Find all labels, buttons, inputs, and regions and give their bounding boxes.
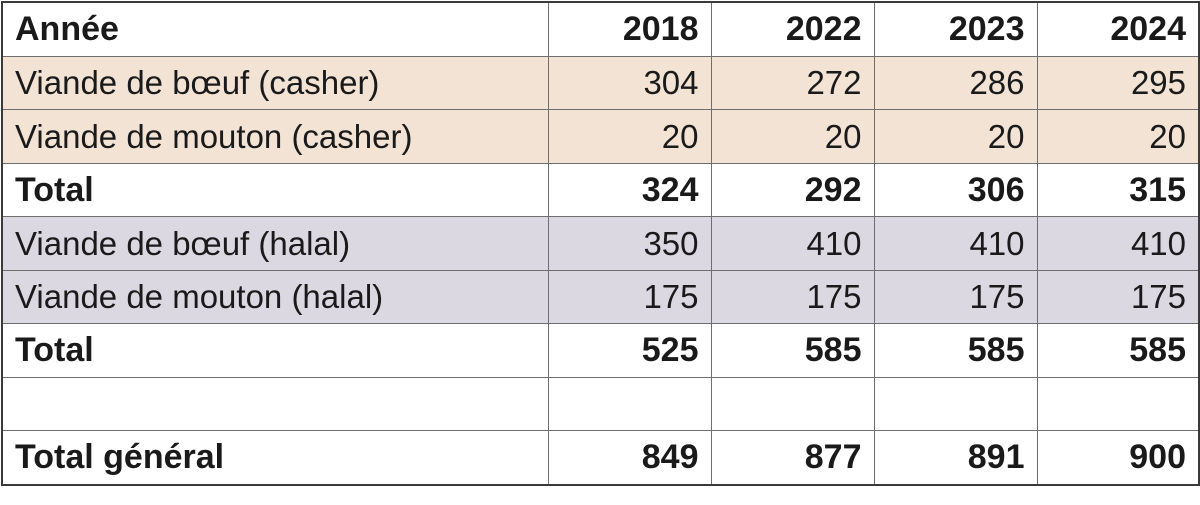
cell-value: 900 xyxy=(1036,430,1200,485)
row-label: Viande de mouton (halal) xyxy=(1,269,549,324)
row-label: Viande de bœuf (casher) xyxy=(1,55,549,110)
table-row-halal-total: Total 525 585 585 585 xyxy=(1,323,1200,378)
table-row-beef-halal: Viande de bœuf (halal) 350 410 410 410 xyxy=(1,216,1200,271)
cell-value: 410 xyxy=(710,216,875,271)
cell-value: 877 xyxy=(710,430,875,485)
header-year-2018: 2018 xyxy=(547,1,712,57)
cell-value: 585 xyxy=(710,323,875,378)
header-year-2023: 2023 xyxy=(873,1,1038,57)
cell-value: 295 xyxy=(1036,55,1200,110)
empty-cell xyxy=(873,376,1038,431)
cell-value: 315 xyxy=(1036,162,1200,217)
row-label: Total général xyxy=(1,430,549,485)
cell-value: 306 xyxy=(873,162,1038,217)
empty-cell xyxy=(547,376,712,431)
cell-value: 175 xyxy=(1036,269,1200,324)
cell-value: 286 xyxy=(873,55,1038,110)
header-year-2024: 2024 xyxy=(1036,1,1200,57)
table-row-mutton-kosher: Viande de mouton (casher) 20 20 20 20 xyxy=(1,109,1200,164)
cell-value: 20 xyxy=(1036,109,1200,164)
cell-value: 175 xyxy=(873,269,1038,324)
meat-statistics-table-container: Année 2018 2022 2023 2024 Viande de bœuf… xyxy=(1,1,1200,486)
cell-value: 304 xyxy=(547,55,712,110)
row-label: Viande de bœuf (halal) xyxy=(1,216,549,271)
empty-cell xyxy=(1036,376,1200,431)
cell-value: 410 xyxy=(873,216,1038,271)
cell-value: 292 xyxy=(710,162,875,217)
header-year-label: Année xyxy=(1,1,549,57)
table-row-spacer xyxy=(1,376,1200,431)
cell-value: 175 xyxy=(547,269,712,324)
table-row-mutton-halal: Viande de mouton (halal) 175 175 175 175 xyxy=(1,269,1200,324)
cell-value: 585 xyxy=(873,323,1038,378)
cell-value: 324 xyxy=(547,162,712,217)
cell-value: 20 xyxy=(873,109,1038,164)
cell-value: 849 xyxy=(547,430,712,485)
table-row-grand-total: Total général 849 877 891 900 xyxy=(1,430,1200,485)
row-label: Viande de mouton (casher) xyxy=(1,109,549,164)
meat-statistics-table: Année 2018 2022 2023 2024 Viande de bœuf… xyxy=(1,1,1200,486)
cell-value: 272 xyxy=(710,55,875,110)
cell-value: 20 xyxy=(710,109,875,164)
cell-value: 891 xyxy=(873,430,1038,485)
empty-cell xyxy=(1,376,549,431)
cell-value: 585 xyxy=(1036,323,1200,378)
header-row: Année 2018 2022 2023 2024 xyxy=(1,1,1200,57)
row-label: Total xyxy=(1,162,549,217)
header-year-2022: 2022 xyxy=(710,1,875,57)
table-row-beef-kosher: Viande de bœuf (casher) 304 272 286 295 xyxy=(1,55,1200,110)
cell-value: 525 xyxy=(547,323,712,378)
cell-value: 175 xyxy=(710,269,875,324)
cell-value: 350 xyxy=(547,216,712,271)
cell-value: 20 xyxy=(547,109,712,164)
cell-value: 410 xyxy=(1036,216,1200,271)
empty-cell xyxy=(710,376,875,431)
table-row-kosher-total: Total 324 292 306 315 xyxy=(1,162,1200,217)
row-label: Total xyxy=(1,323,549,378)
